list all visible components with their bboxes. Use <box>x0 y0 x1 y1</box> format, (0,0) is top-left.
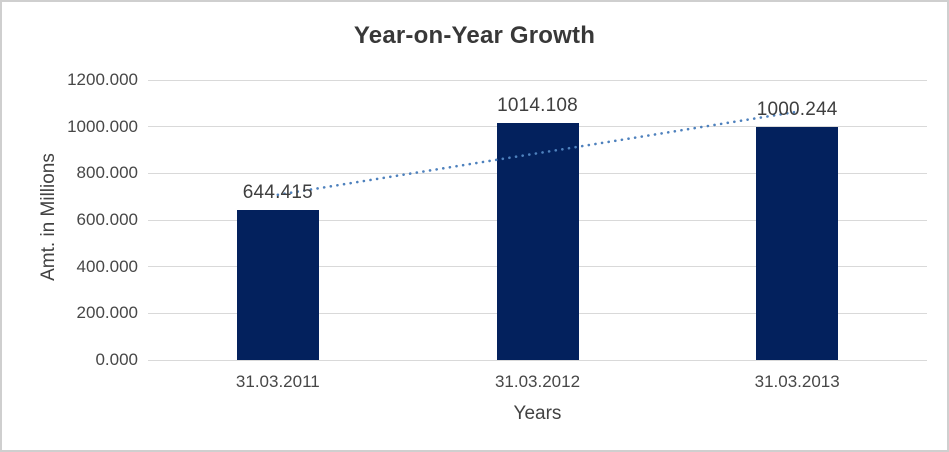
y-tick-label: 600.000 <box>76 210 138 229</box>
y-tick-label: 0.000 <box>95 350 138 369</box>
x-tick-label: 31.03.2011 <box>235 372 320 391</box>
data-label: 644.415 <box>242 181 313 203</box>
y-tick-label: 200.000 <box>76 303 138 323</box>
gridline <box>148 359 927 361</box>
x-tick-label: 31.03.2013 <box>754 372 840 391</box>
bar-31.03.2013 <box>756 126 839 360</box>
x-tick-label: 31.03.2012 <box>494 372 581 391</box>
y-tick-label: 800.000 <box>76 163 138 183</box>
y-tick-label: 400.000 <box>76 256 138 276</box>
bar-31.03.2012 <box>496 123 579 360</box>
bar-31.03.2011 <box>236 209 319 360</box>
y-axis-title: Amt. in Millions <box>38 153 59 281</box>
y-tick-label: 1000.000 <box>67 116 138 136</box>
data-label: 1014.108 <box>497 95 578 117</box>
data-label: 1000.244 <box>756 98 838 120</box>
y-tick-label: 1200.000 <box>67 70 138 89</box>
x-axis-title: Years <box>513 403 562 424</box>
gridline <box>148 79 927 81</box>
chart-title: Year-on-Year Growth <box>353 22 596 49</box>
